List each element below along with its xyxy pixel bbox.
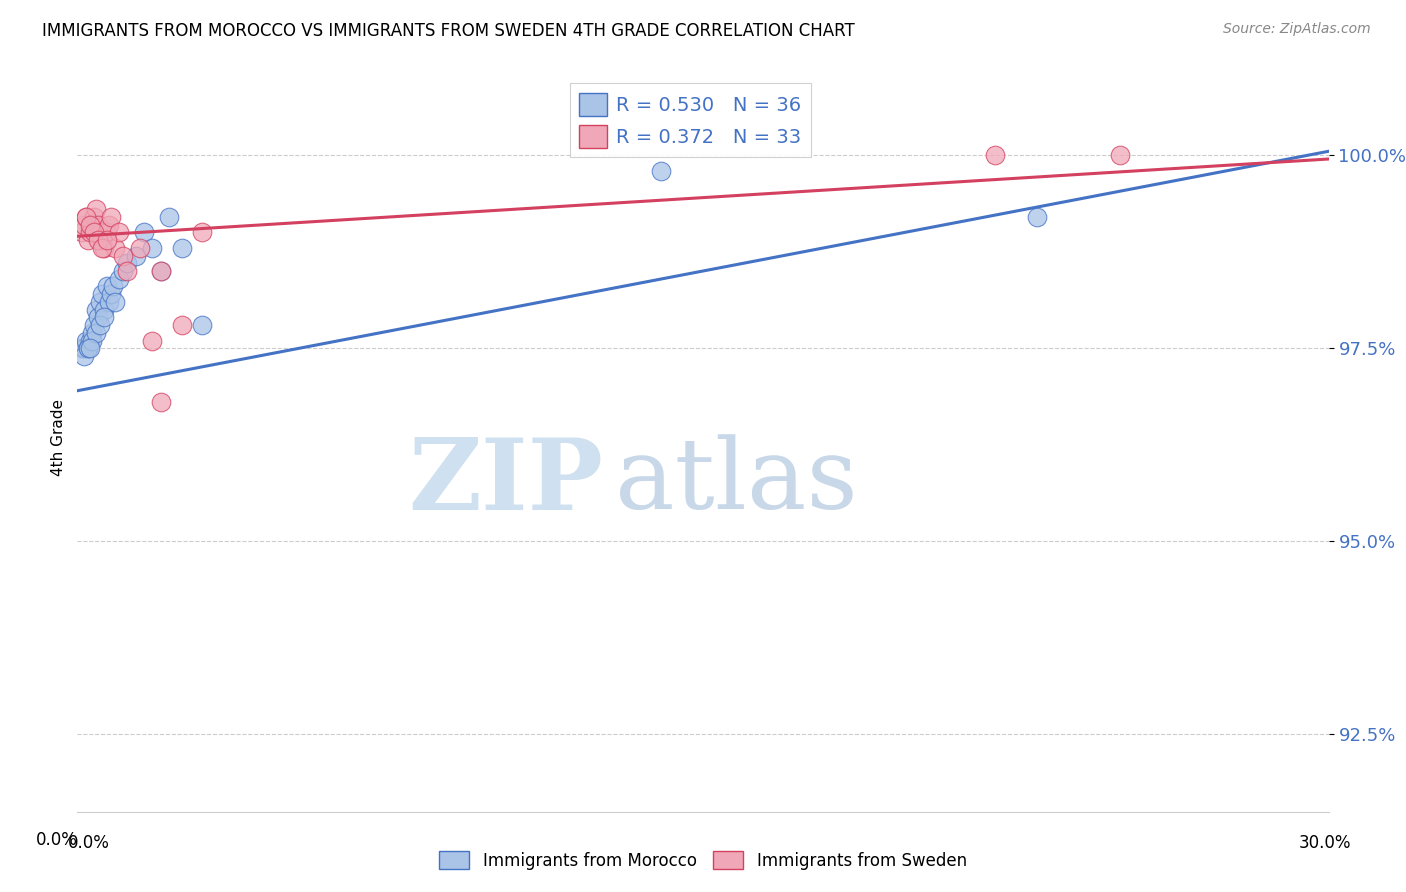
Point [104, 294, 127, 309]
Point [93, 310, 115, 325]
Point [83, 210, 105, 224]
Text: atlas: atlas [616, 434, 858, 530]
Point [83, 226, 105, 240]
Point [80, 326, 103, 340]
Point [75, 210, 97, 224]
Point [149, 395, 172, 409]
Point [84, 302, 107, 317]
Point [97, 294, 120, 309]
Point [170, 318, 193, 332]
Point [101, 279, 124, 293]
Point [191, 226, 214, 240]
Point [96, 226, 118, 240]
Point [79, 334, 101, 348]
Point [87, 218, 110, 232]
Point [76, 341, 98, 355]
Point [141, 241, 163, 255]
Point [984, 148, 1007, 162]
Point [97, 218, 120, 232]
Point [91, 241, 114, 255]
Point [112, 264, 135, 278]
Point [117, 256, 139, 270]
Point [93, 241, 115, 255]
Point [191, 318, 214, 332]
Point [84, 326, 107, 340]
Point [108, 226, 131, 240]
Point [149, 264, 172, 278]
Point [132, 226, 155, 240]
Y-axis label: 4th Grade: 4th Grade [51, 399, 66, 475]
Text: ZIP: ZIP [408, 434, 603, 531]
Point [89, 318, 111, 332]
Point [149, 264, 172, 278]
Point [75, 210, 97, 224]
Point [170, 241, 193, 255]
Text: 30.0%: 30.0% [1298, 834, 1351, 852]
Point [72, 341, 94, 355]
Point [79, 226, 101, 240]
Point [76, 233, 98, 247]
Point [141, 334, 163, 348]
Point [93, 302, 115, 317]
Point [91, 287, 114, 301]
Point [89, 294, 111, 309]
Legend: Immigrants from Morocco, Immigrants from Sweden: Immigrants from Morocco, Immigrants from… [433, 845, 973, 877]
Point [117, 264, 139, 278]
Point [80, 218, 103, 232]
Point [79, 341, 101, 355]
Point [76, 341, 98, 355]
Point [96, 233, 118, 247]
Point [108, 271, 131, 285]
Point [75, 334, 97, 348]
Text: Source: ZipAtlas.com: Source: ZipAtlas.com [1223, 22, 1371, 37]
Point [83, 318, 105, 332]
Point [80, 334, 103, 348]
Point [1025, 210, 1047, 224]
Point [72, 218, 94, 232]
Point [70, 226, 93, 240]
Point [84, 202, 107, 217]
Point [112, 248, 135, 262]
Point [72, 349, 94, 363]
Point [650, 163, 672, 178]
Point [91, 233, 114, 247]
Point [89, 226, 111, 240]
Point [87, 310, 110, 325]
Point [87, 233, 110, 247]
Point [96, 279, 118, 293]
Point [100, 287, 122, 301]
Point [100, 210, 122, 224]
Legend: R = 0.530   N = 36, R = 0.372   N = 33: R = 0.530 N = 36, R = 0.372 N = 33 [569, 83, 811, 158]
Point [129, 241, 152, 255]
Point [79, 218, 101, 232]
Point [1109, 148, 1132, 162]
Text: 0.0%: 0.0% [35, 831, 77, 849]
Point [70, 341, 93, 355]
Text: IMMIGRANTS FROM MOROCCO VS IMMIGRANTS FROM SWEDEN 4TH GRADE CORRELATION CHART: IMMIGRANTS FROM MOROCCO VS IMMIGRANTS FR… [42, 22, 855, 40]
Point [157, 210, 180, 224]
Point [125, 248, 148, 262]
Point [104, 241, 127, 255]
Text: 0.0%: 0.0% [67, 834, 110, 852]
